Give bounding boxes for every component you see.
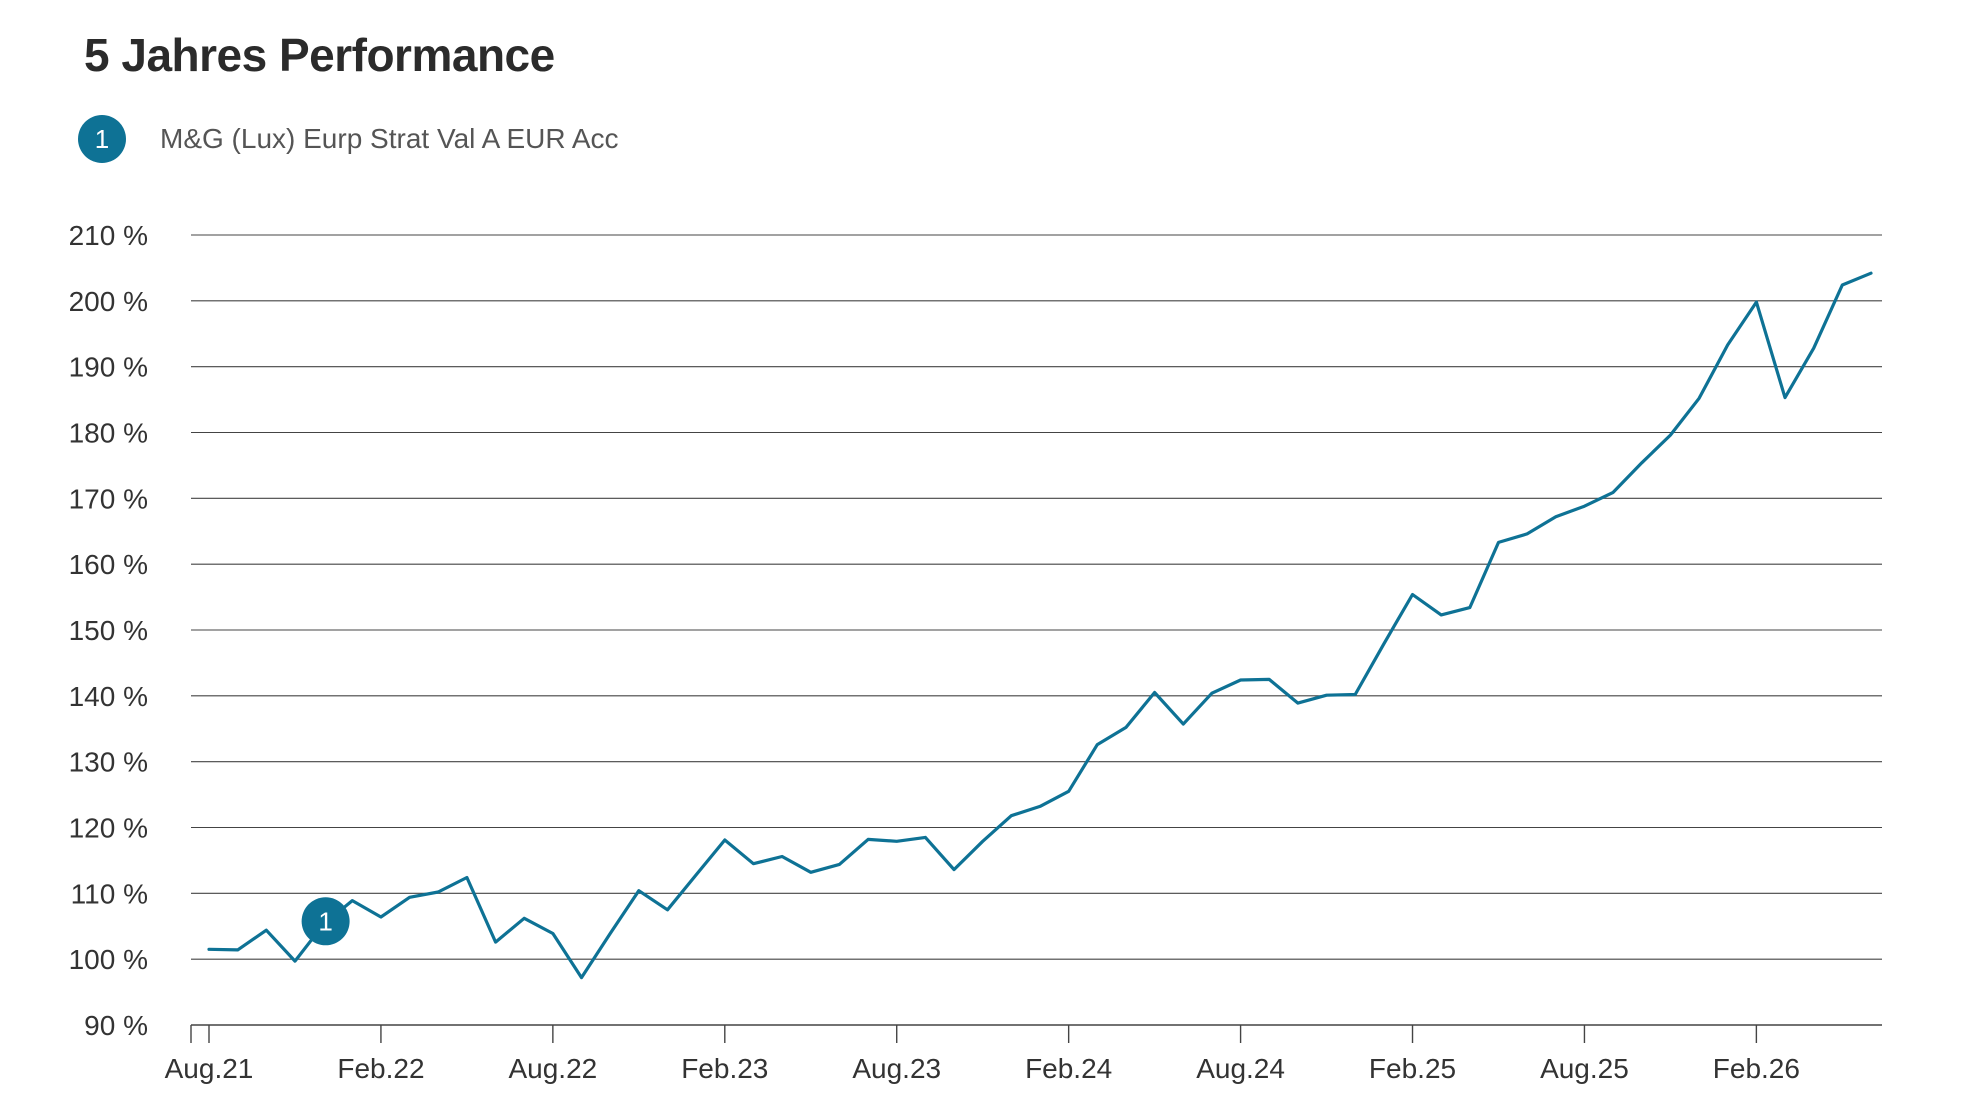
x-tick-label: Feb.25 bbox=[1369, 1053, 1456, 1084]
data-point bbox=[1066, 788, 1072, 794]
data-point bbox=[1667, 432, 1673, 438]
x-tick-label: Aug.22 bbox=[508, 1053, 597, 1084]
data-point bbox=[607, 930, 613, 936]
data-point bbox=[808, 869, 814, 875]
data-point bbox=[1524, 531, 1530, 537]
data-point bbox=[435, 889, 441, 895]
data-point bbox=[664, 907, 670, 913]
data-point bbox=[1811, 345, 1817, 351]
y-tick-label: 160 % bbox=[69, 549, 148, 580]
data-point bbox=[1410, 591, 1416, 597]
data-point bbox=[1266, 676, 1272, 682]
data-point bbox=[1438, 612, 1444, 618]
legend-label: M&G (Lux) Eurp Strat Val A EUR Acc bbox=[160, 123, 619, 154]
data-point bbox=[493, 939, 499, 945]
data-point bbox=[1581, 503, 1587, 509]
data-point bbox=[292, 958, 298, 964]
series-markers[interactable]: 1 bbox=[301, 897, 350, 946]
legend[interactable]: 1 M&G (Lux) Eurp Strat Val A EUR Acc bbox=[78, 115, 619, 163]
data-point bbox=[1324, 692, 1330, 698]
data-point bbox=[464, 875, 470, 881]
data-point bbox=[1123, 724, 1129, 730]
data-point bbox=[1152, 690, 1158, 696]
x-axis-labels: Aug.21 Feb.22 Aug.22 Feb.23 Aug.23 Feb.24 Aug.… bbox=[165, 1053, 1800, 1084]
y-tick-label: 130 % bbox=[69, 747, 148, 778]
data-points bbox=[206, 270, 1874, 980]
x-tick-label: Aug.25 bbox=[1540, 1053, 1629, 1084]
series-marker[interactable]: 1 bbox=[301, 897, 350, 946]
x-tick-label: Aug.23 bbox=[852, 1053, 941, 1084]
data-point bbox=[1094, 742, 1100, 748]
data-point bbox=[235, 947, 241, 953]
data-point bbox=[779, 853, 785, 859]
data-point bbox=[922, 834, 928, 840]
data-point bbox=[1725, 342, 1731, 348]
series-marker-label: 1 bbox=[318, 906, 332, 936]
data-point bbox=[1381, 641, 1387, 647]
x-axis bbox=[190, 1025, 1758, 1043]
data-point bbox=[951, 867, 957, 873]
y-tick-label: 100 % bbox=[69, 944, 148, 975]
series-group bbox=[207, 271, 1873, 980]
gridlines bbox=[191, 234, 1882, 1026]
data-point bbox=[1238, 677, 1244, 683]
data-point bbox=[579, 975, 585, 981]
data-point bbox=[349, 898, 355, 904]
x-tick-label: Feb.24 bbox=[1025, 1053, 1112, 1084]
data-point bbox=[1008, 813, 1014, 819]
data-point bbox=[980, 838, 986, 844]
y-tick-label: 170 % bbox=[69, 483, 148, 514]
y-axis-labels: 210 % 200 % 190 % 180 % 170 % 160 % 150 % 140 %… bbox=[69, 220, 148, 1041]
data-point bbox=[1696, 395, 1702, 401]
chart-title: 5 Jahres Performance bbox=[84, 29, 555, 81]
data-point bbox=[206, 946, 212, 952]
data-point bbox=[1037, 803, 1043, 809]
data-point bbox=[407, 894, 413, 900]
x-tick-label: Feb.22 bbox=[337, 1053, 424, 1084]
data-point bbox=[1839, 282, 1845, 288]
x-tick-label: Feb.23 bbox=[681, 1053, 768, 1084]
series-marker-circle[interactable] bbox=[301, 897, 350, 946]
data-point bbox=[378, 914, 384, 920]
data-point bbox=[263, 927, 269, 933]
x-tick-label: Feb.26 bbox=[1713, 1053, 1800, 1084]
y-tick-label: 120 % bbox=[69, 813, 148, 844]
series-line bbox=[207, 271, 1873, 980]
data-point bbox=[1467, 605, 1473, 611]
data-point bbox=[1868, 270, 1874, 276]
data-point bbox=[1495, 539, 1501, 545]
data-point bbox=[1753, 299, 1759, 305]
data-point bbox=[1639, 460, 1645, 466]
y-tick-label: 110 % bbox=[71, 878, 148, 909]
data-point bbox=[894, 838, 900, 844]
legend-marker: 1 bbox=[78, 115, 126, 163]
data-point bbox=[750, 861, 756, 867]
y-tick-label: 210 % bbox=[69, 220, 148, 251]
data-point bbox=[1209, 690, 1215, 696]
y-tick-label: 180 % bbox=[69, 418, 148, 449]
data-point bbox=[1295, 700, 1301, 706]
data-point bbox=[1782, 395, 1788, 401]
y-tick-label: 150 % bbox=[69, 615, 148, 646]
y-tick-label: 90 % bbox=[84, 1010, 148, 1041]
data-point bbox=[722, 837, 728, 843]
data-point bbox=[693, 872, 699, 878]
data-point bbox=[1352, 692, 1358, 698]
data-point bbox=[1180, 721, 1186, 727]
y-tick-label: 200 % bbox=[69, 286, 148, 317]
data-point bbox=[836, 861, 842, 867]
x-tick-label: Aug.24 bbox=[1196, 1053, 1285, 1084]
data-point bbox=[550, 930, 556, 936]
data-point bbox=[1553, 514, 1559, 520]
data-point bbox=[1610, 489, 1616, 495]
data-point bbox=[521, 915, 527, 921]
x-tick-label: Aug.21 bbox=[165, 1053, 254, 1084]
data-point bbox=[636, 888, 642, 894]
y-tick-label: 140 % bbox=[69, 681, 148, 712]
data-point bbox=[865, 836, 871, 842]
y-tick-label: 190 % bbox=[69, 352, 148, 383]
